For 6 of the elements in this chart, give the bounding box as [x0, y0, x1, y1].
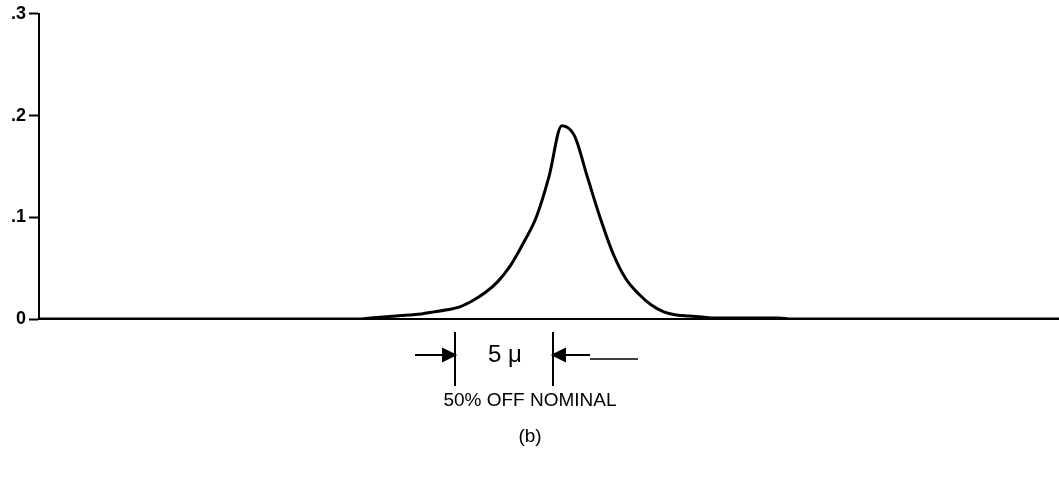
y-tick-label: .2	[11, 104, 27, 125]
y-tick-label: .1	[11, 206, 27, 227]
y-tick-label: .3	[11, 2, 27, 23]
text: (b)	[518, 425, 542, 447]
text: 50% OFF NOMINAL	[443, 389, 617, 411]
y-tick-label: 0	[16, 307, 27, 328]
